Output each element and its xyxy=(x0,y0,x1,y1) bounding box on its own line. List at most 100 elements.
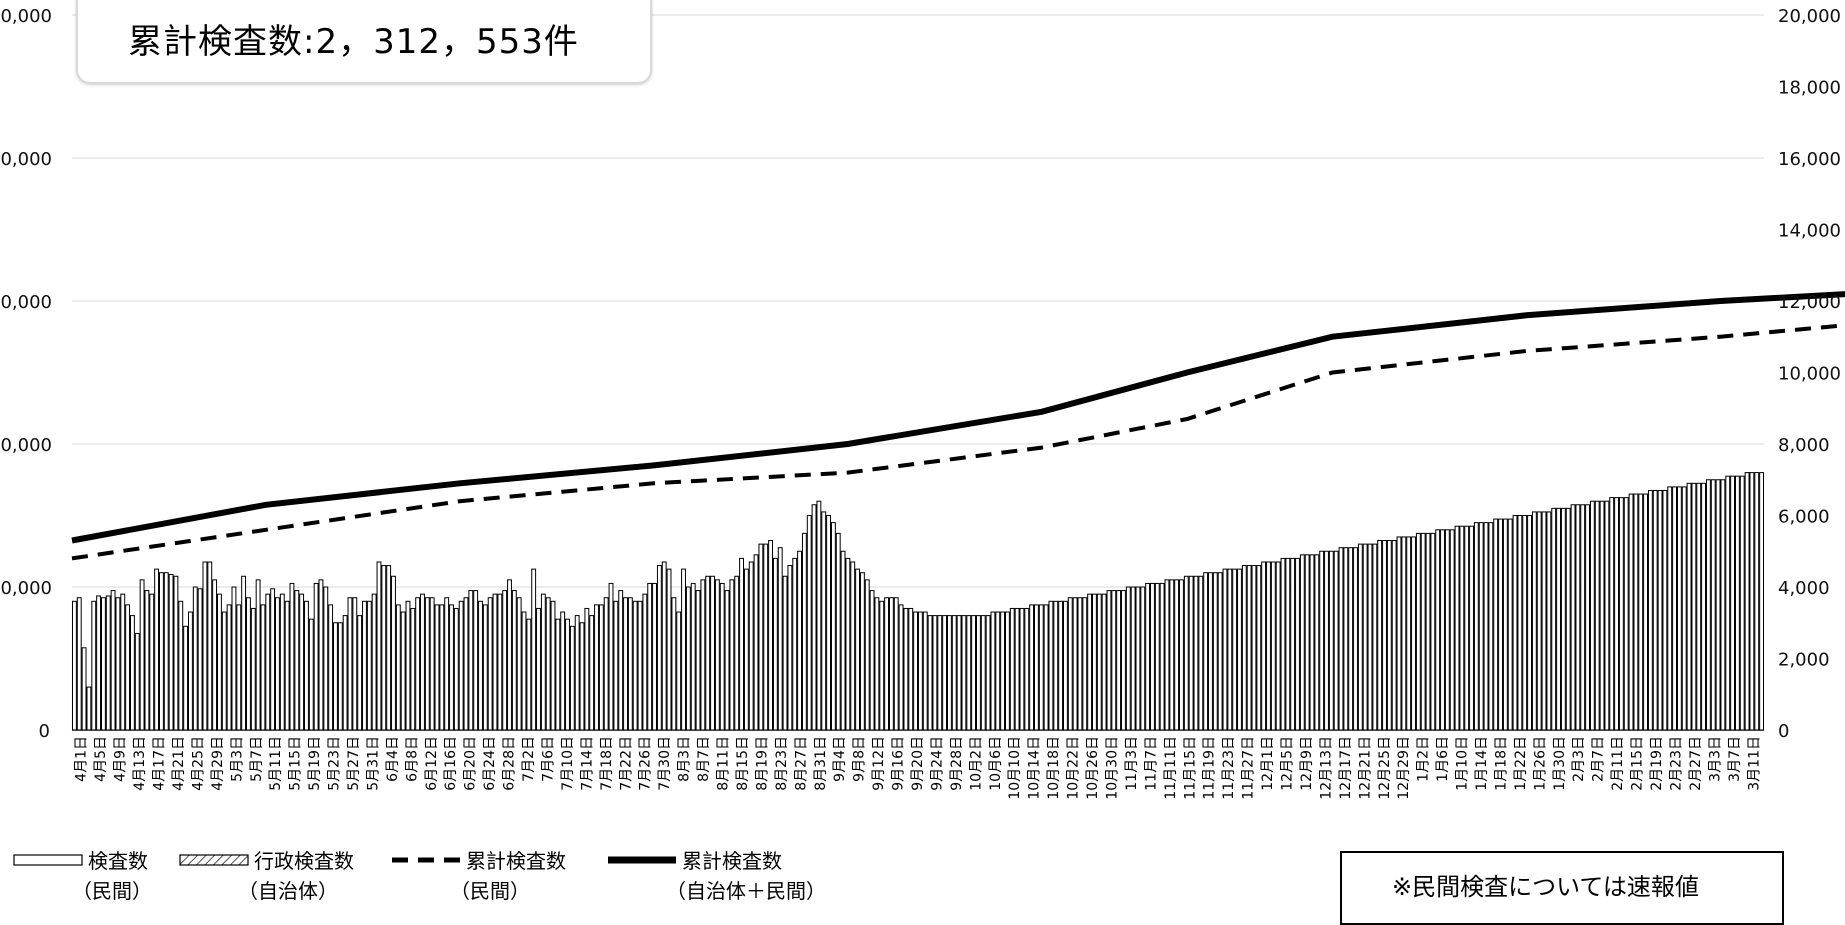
x-tick-label: 9月28日 xyxy=(949,736,965,791)
bar xyxy=(951,615,957,731)
x-tick-label: 11月23日 xyxy=(1221,736,1237,800)
bar xyxy=(1072,597,1078,731)
bar xyxy=(1493,518,1499,731)
x-tick-label: 7月2日 xyxy=(521,736,537,782)
bar xyxy=(879,600,885,731)
bar xyxy=(603,597,609,731)
bar xyxy=(1183,575,1189,731)
bar xyxy=(908,607,914,731)
bar xyxy=(1246,565,1252,731)
bar xyxy=(1440,529,1445,731)
bar xyxy=(115,597,121,731)
bar xyxy=(1435,529,1441,731)
bar xyxy=(874,597,880,731)
bar xyxy=(1691,482,1697,731)
bar xyxy=(71,600,77,731)
bar xyxy=(333,622,338,731)
bar xyxy=(797,550,802,731)
cumulative-private-line xyxy=(71,323,1845,561)
bar xyxy=(386,565,392,731)
x-tick-label: 10月6日 xyxy=(988,736,1004,791)
bar xyxy=(1266,561,1271,731)
bar xyxy=(1556,507,1561,731)
bar xyxy=(1425,532,1431,731)
bar xyxy=(134,632,140,731)
bar xyxy=(777,547,783,731)
bar xyxy=(236,604,242,731)
x-tick-label: 2月7日 xyxy=(1591,736,1607,782)
bar xyxy=(1208,572,1213,731)
bar xyxy=(1594,500,1600,731)
bar xyxy=(1749,472,1755,731)
bar xyxy=(173,575,179,731)
bar xyxy=(1029,604,1035,731)
bar xyxy=(869,590,875,731)
bar xyxy=(1676,486,1682,731)
bar xyxy=(1328,550,1334,731)
bar xyxy=(545,597,551,731)
bar xyxy=(1396,536,1402,731)
bar xyxy=(1343,547,1349,731)
x-tick-label: 10月14日 xyxy=(1027,736,1043,800)
bar xyxy=(1309,554,1315,731)
bar xyxy=(1696,482,1702,731)
bar xyxy=(555,618,561,731)
bar xyxy=(1140,586,1146,731)
bar xyxy=(946,615,952,731)
x-tick-label: 8月23日 xyxy=(774,736,790,791)
bar xyxy=(1589,500,1595,731)
bar xyxy=(1633,493,1639,731)
x-tick-label: 10月2日 xyxy=(968,736,984,791)
bar xyxy=(821,511,827,731)
bar xyxy=(1174,579,1180,731)
bar xyxy=(526,618,532,731)
right-tick-label: 20,000 xyxy=(1778,6,1841,27)
bar xyxy=(1546,511,1552,731)
bar xyxy=(1628,493,1634,731)
bar xyxy=(1406,536,1412,731)
bar xyxy=(1478,522,1484,731)
bar xyxy=(850,561,856,731)
legend-label: 累計検査数 xyxy=(682,849,782,873)
x-tick-label: 1月26日 xyxy=(1532,736,1548,791)
x-tick-label: 3月3日 xyxy=(1707,736,1723,782)
x-tick-label: 6月8日 xyxy=(404,736,420,782)
bar xyxy=(328,604,334,731)
x-tick-label: 2月19日 xyxy=(1649,736,1665,791)
bar xyxy=(1000,611,1006,731)
bar xyxy=(516,597,522,731)
x-tick-label: 9月8日 xyxy=(852,736,868,782)
bar xyxy=(917,611,923,731)
bar xyxy=(1116,590,1122,731)
bar xyxy=(1150,582,1155,731)
x-tick-label: 2月23日 xyxy=(1668,736,1684,791)
bar xyxy=(1512,515,1518,731)
bar xyxy=(536,607,541,731)
bar xyxy=(337,622,343,731)
x-tick-label: 1月18日 xyxy=(1493,736,1509,791)
bar xyxy=(260,604,266,731)
bar xyxy=(294,590,300,731)
bar xyxy=(1319,550,1325,731)
right-tick-label: 4,000 xyxy=(1778,578,1830,599)
bar xyxy=(1672,486,1677,731)
x-tick-label: 6月20日 xyxy=(463,736,479,791)
bar xyxy=(811,504,817,731)
bar xyxy=(449,604,454,731)
bar xyxy=(1053,600,1059,731)
bar xyxy=(937,615,943,731)
bar xyxy=(1203,572,1209,731)
bar xyxy=(613,600,619,731)
bar xyxy=(395,604,401,731)
bar xyxy=(521,611,527,731)
bar xyxy=(1541,511,1547,731)
bar xyxy=(1473,522,1479,731)
bar xyxy=(589,615,595,731)
x-tick-label: 3月7日 xyxy=(1727,736,1743,782)
bar xyxy=(1096,593,1102,731)
x-tick-label: 12月9日 xyxy=(1299,736,1315,791)
bar xyxy=(690,582,696,731)
bar xyxy=(188,611,193,731)
x-tick-label: 12月13日 xyxy=(1318,736,1334,800)
bar xyxy=(1217,572,1223,731)
